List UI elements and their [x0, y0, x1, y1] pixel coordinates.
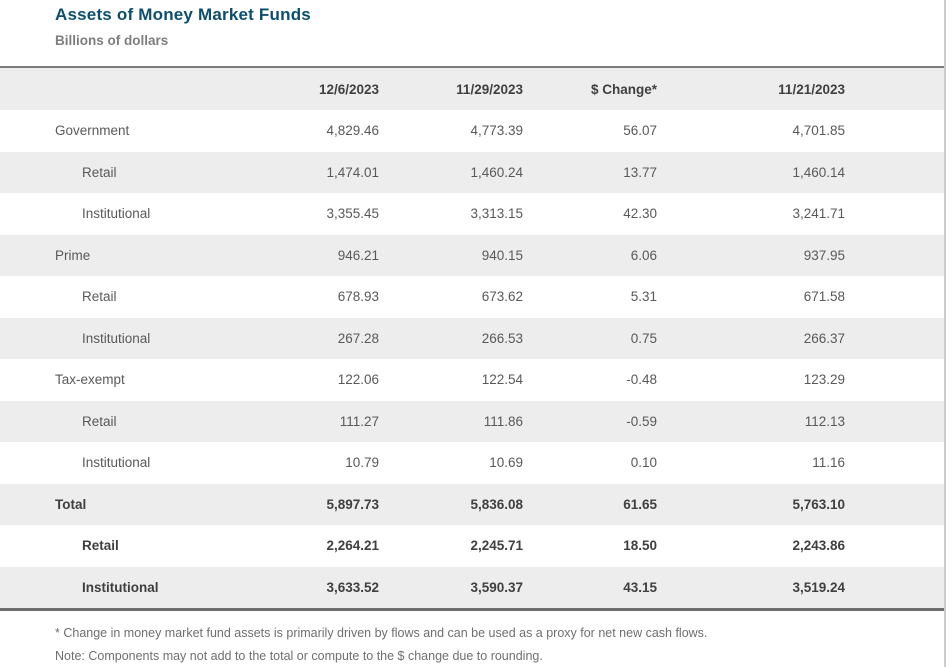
row-value: 11.16	[812, 455, 845, 471]
header-cell-date-1: 12/6/2023	[318, 81, 379, 97]
row-value: 5,763.10	[792, 496, 845, 512]
row-label: Tax-exempt	[55, 372, 125, 388]
row-value: 3,519.24	[792, 579, 845, 595]
row-value: 43.15	[623, 579, 657, 595]
table-row: Prime 946.21 940.15 6.06 937.95	[0, 234, 945, 276]
row-value: 3,313.15	[470, 206, 523, 222]
table-row: Total 5,897.73 5,836.08 61.65 5,763.10	[0, 483, 945, 525]
row-value: 42.30	[623, 206, 657, 222]
row-value: 937.95	[803, 247, 845, 263]
row-label: Retail	[82, 289, 117, 305]
row-value: 5,897.73	[326, 496, 379, 512]
row-value: 1,474.01	[326, 164, 379, 180]
row-label: Prime	[55, 247, 91, 263]
row-value: 1,460.24	[470, 164, 523, 180]
row-value: 3,355.45	[326, 206, 379, 222]
table-row: Institutional 10.79 10.69 0.10 11.16	[0, 442, 945, 484]
table-row: Institutional 267.28 266.53 0.75 266.37	[0, 317, 945, 359]
row-value: 13.77	[623, 164, 657, 180]
row-value: 266.37	[803, 330, 845, 346]
header-cell-date-3: 11/21/2023	[778, 81, 845, 97]
footnote-change-definition: * Change in money market fund assets is …	[55, 626, 708, 640]
table-row: Tax-exempt 122.06 122.54 -0.48 123.29	[0, 359, 945, 401]
header-cell-date-2: 11/29/2023	[456, 81, 523, 97]
row-value: 671.58	[803, 289, 845, 305]
table-row: Retail 2,264.21 2,245.71 18.50 2,243.86	[0, 525, 945, 567]
row-value: 4,829.46	[326, 123, 379, 139]
footnotes: * Change in money market fund assets is …	[55, 622, 707, 667]
row-value: 3,241.71	[792, 206, 845, 222]
row-value: -0.59	[626, 413, 657, 429]
row-value: -0.48	[626, 372, 657, 388]
row-value: 2,245.71	[470, 538, 523, 554]
table-header-row: 12/6/2023 11/29/2023 $ Change* 11/21/202…	[0, 68, 945, 110]
row-value: 5,836.08	[470, 496, 523, 512]
row-value: 3,590.37	[470, 579, 523, 595]
row-label: Retail	[82, 538, 119, 554]
row-value: 266.53	[481, 330, 523, 346]
assets-table: 12/6/2023 11/29/2023 $ Change* 11/21/202…	[0, 66, 945, 611]
row-value: 111.86	[483, 413, 523, 429]
row-value: 122.54	[481, 372, 523, 388]
row-value: 3,633.52	[326, 579, 379, 595]
page-title: Assets of Money Market Funds	[55, 5, 311, 24]
row-value: 10.69	[489, 455, 523, 471]
row-value: 267.28	[337, 330, 379, 346]
row-value: 0.75	[630, 330, 657, 346]
row-label: Institutional	[82, 579, 159, 595]
row-value: 4,773.39	[470, 123, 523, 139]
row-label: Total	[55, 496, 87, 512]
row-value: 61.65	[623, 496, 657, 512]
table-row: Institutional 3,633.52 3,590.37 43.15 3,519.…	[0, 566, 945, 608]
row-label: Government	[55, 123, 130, 139]
right-edge-divider	[944, 0, 946, 667]
row-value: 678.93	[337, 289, 379, 305]
row-value: 673.62	[481, 289, 523, 305]
row-value: 2,243.86	[792, 538, 845, 554]
header-cell-change: $ Change*	[590, 81, 657, 97]
row-label: Institutional	[82, 330, 151, 346]
table-body: Government 4,829.46 4,773.39 56.07 4,701.85 R…	[0, 110, 945, 608]
page-subtitle: Billions of dollars	[55, 33, 169, 48]
row-value: 123.29	[803, 372, 845, 388]
table-row: Retail 1,474.01 1,460.24 13.77 1,460.14	[0, 151, 945, 193]
row-value: 0.10	[630, 455, 657, 471]
row-value: 111.27	[339, 413, 379, 429]
row-value: 4,701.85	[792, 123, 845, 139]
footnote-rounding-note: Note: Components may not add to the tota…	[55, 649, 543, 663]
row-label: Institutional	[82, 455, 151, 471]
table-row: Institutional 3,355.45 3,313.15 42.30 3,241.…	[0, 193, 945, 235]
row-label: Retail	[82, 413, 117, 429]
table-row: Retail 678.93 673.62 5.31 671.58	[0, 276, 945, 318]
row-value: 122.06	[337, 372, 379, 388]
row-value: 1,460.14	[792, 164, 845, 180]
row-value: 6.06	[630, 247, 657, 263]
table-row: Retail 111.27 111.86 -0.59 112.13	[0, 400, 945, 442]
row-value: 5.31	[630, 289, 657, 305]
row-value: 56.07	[623, 123, 657, 139]
row-value: 10.79	[345, 455, 379, 471]
row-label: Institutional	[82, 206, 151, 222]
row-label: Retail	[82, 164, 117, 180]
row-value: 946.21	[337, 247, 379, 263]
row-value: 112.13	[804, 413, 845, 429]
row-value: 2,264.21	[326, 538, 379, 554]
row-value: 940.15	[481, 247, 523, 263]
table-row: Government 4,829.46 4,773.39 56.07 4,701.85	[0, 110, 945, 152]
row-value: 18.50	[623, 538, 657, 554]
